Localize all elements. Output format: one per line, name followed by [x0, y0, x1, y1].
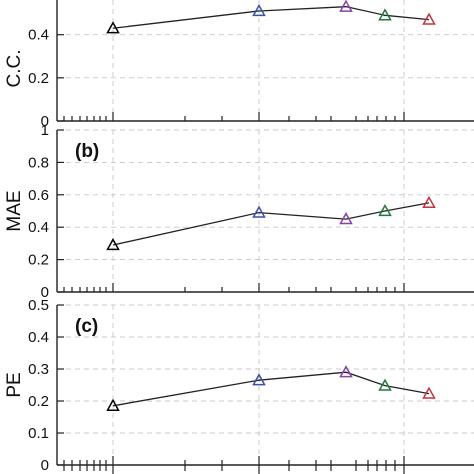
data-point-marker [422, 386, 436, 399]
y-axis-label: C.C. [4, 50, 25, 88]
y-tick-label: 0.2 [28, 393, 49, 410]
y-tick-label: 0 [41, 113, 49, 130]
y-tick-label: 0.4 [28, 329, 49, 346]
series-line [112, 371, 430, 407]
y-tick-label: 0.2 [28, 252, 49, 269]
y-tick-label: 0.2 [28, 70, 49, 87]
y-axis-label: MAE [4, 190, 25, 231]
data-point-marker [106, 398, 120, 411]
panel-label: (b) [75, 141, 99, 162]
data-point-marker [106, 21, 120, 34]
panel-1: 0 0.2 0.4C.C. [4, 0, 474, 130]
panel-label: (c) [75, 316, 98, 337]
data-point-marker [339, 212, 353, 225]
data-point-marker [106, 237, 120, 251]
data-point-marker [422, 195, 436, 209]
y-tick-label: 0 [41, 457, 49, 474]
y-tick-label: 0.5 [28, 297, 49, 314]
y-tick-label: 0.4 [28, 219, 49, 236]
data-point-marker [378, 203, 392, 217]
data-point-marker [252, 373, 266, 386]
data-point-marker [422, 12, 436, 25]
y-tick-label: 0.3 [28, 361, 49, 378]
panel-2: 0 0.2 0.4 0.6 0.8 1 MAE (b) [4, 122, 474, 301]
panel-3: 0 0.1 0.2 0.3 0.4 0.5 PE (c) [4, 297, 474, 474]
data-point-marker [339, 0, 353, 12]
series-line [112, 6, 430, 29]
series-line [112, 202, 430, 246]
y-tick-label: 0.8 [28, 154, 49, 171]
data-point-marker [252, 3, 266, 17]
y-tick-label: 0 [41, 284, 49, 301]
y-tick-label: 0.4 [28, 27, 49, 44]
y-tick-label: 0.6 [28, 187, 49, 204]
data-point-marker [339, 365, 353, 378]
data-point-marker [252, 205, 266, 218]
data-point-marker [378, 378, 392, 391]
y-axis-label: PE [4, 372, 25, 397]
y-tick-label: 0.1 [28, 425, 49, 442]
y-tick-label: 1 [41, 122, 49, 139]
data-point-marker [378, 8, 392, 21]
